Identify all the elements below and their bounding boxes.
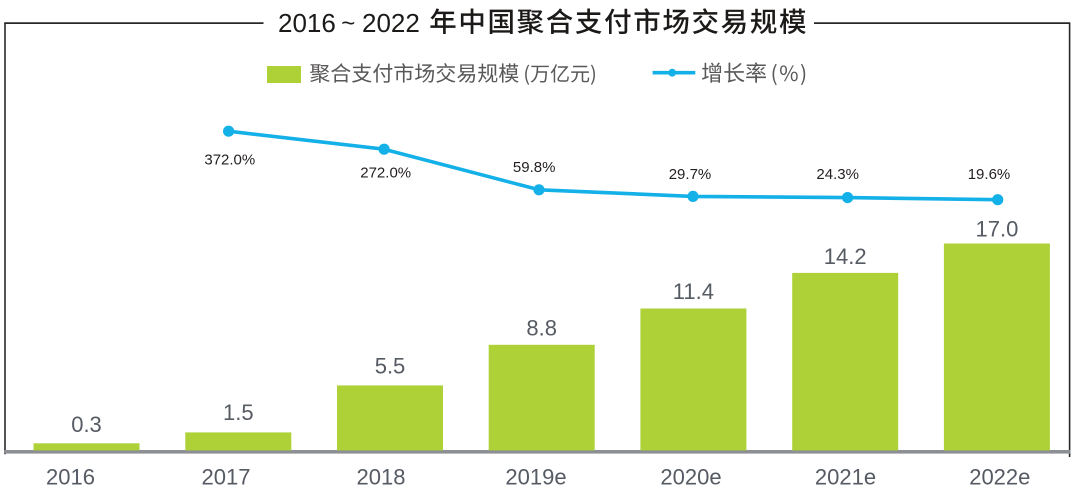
svg-text:5.5: 5.5 bbox=[375, 354, 406, 379]
svg-text:11.4: 11.4 bbox=[673, 279, 714, 304]
svg-text:~: ~ bbox=[341, 10, 355, 37]
svg-text:2022: 2022 bbox=[362, 8, 420, 38]
svg-text:17.0: 17.0 bbox=[975, 217, 1018, 242]
svg-text:19.6%: 19.6% bbox=[968, 166, 1011, 183]
svg-text:24.3%: 24.3% bbox=[816, 166, 859, 183]
svg-text:2019e: 2019e bbox=[505, 464, 566, 489]
svg-text:2021e: 2021e bbox=[815, 464, 876, 489]
svg-text:2016: 2016 bbox=[278, 8, 336, 38]
svg-text:14.2: 14.2 bbox=[824, 244, 867, 269]
svg-text:2017: 2017 bbox=[202, 464, 251, 489]
svg-text:2016: 2016 bbox=[46, 464, 95, 489]
svg-text:372.0%: 372.0% bbox=[204, 152, 255, 169]
svg-text:2022e: 2022e bbox=[969, 464, 1030, 489]
svg-text:2020e: 2020e bbox=[660, 464, 721, 489]
svg-text:29.7%: 29.7% bbox=[669, 166, 712, 183]
svg-text:8.8: 8.8 bbox=[526, 316, 557, 341]
svg-text:0.3: 0.3 bbox=[71, 412, 102, 437]
svg-text:272.0%: 272.0% bbox=[360, 165, 411, 182]
svg-text:1.5: 1.5 bbox=[223, 400, 254, 425]
svg-text:2018: 2018 bbox=[357, 464, 406, 489]
svg-text:59.8%: 59.8% bbox=[513, 159, 556, 176]
